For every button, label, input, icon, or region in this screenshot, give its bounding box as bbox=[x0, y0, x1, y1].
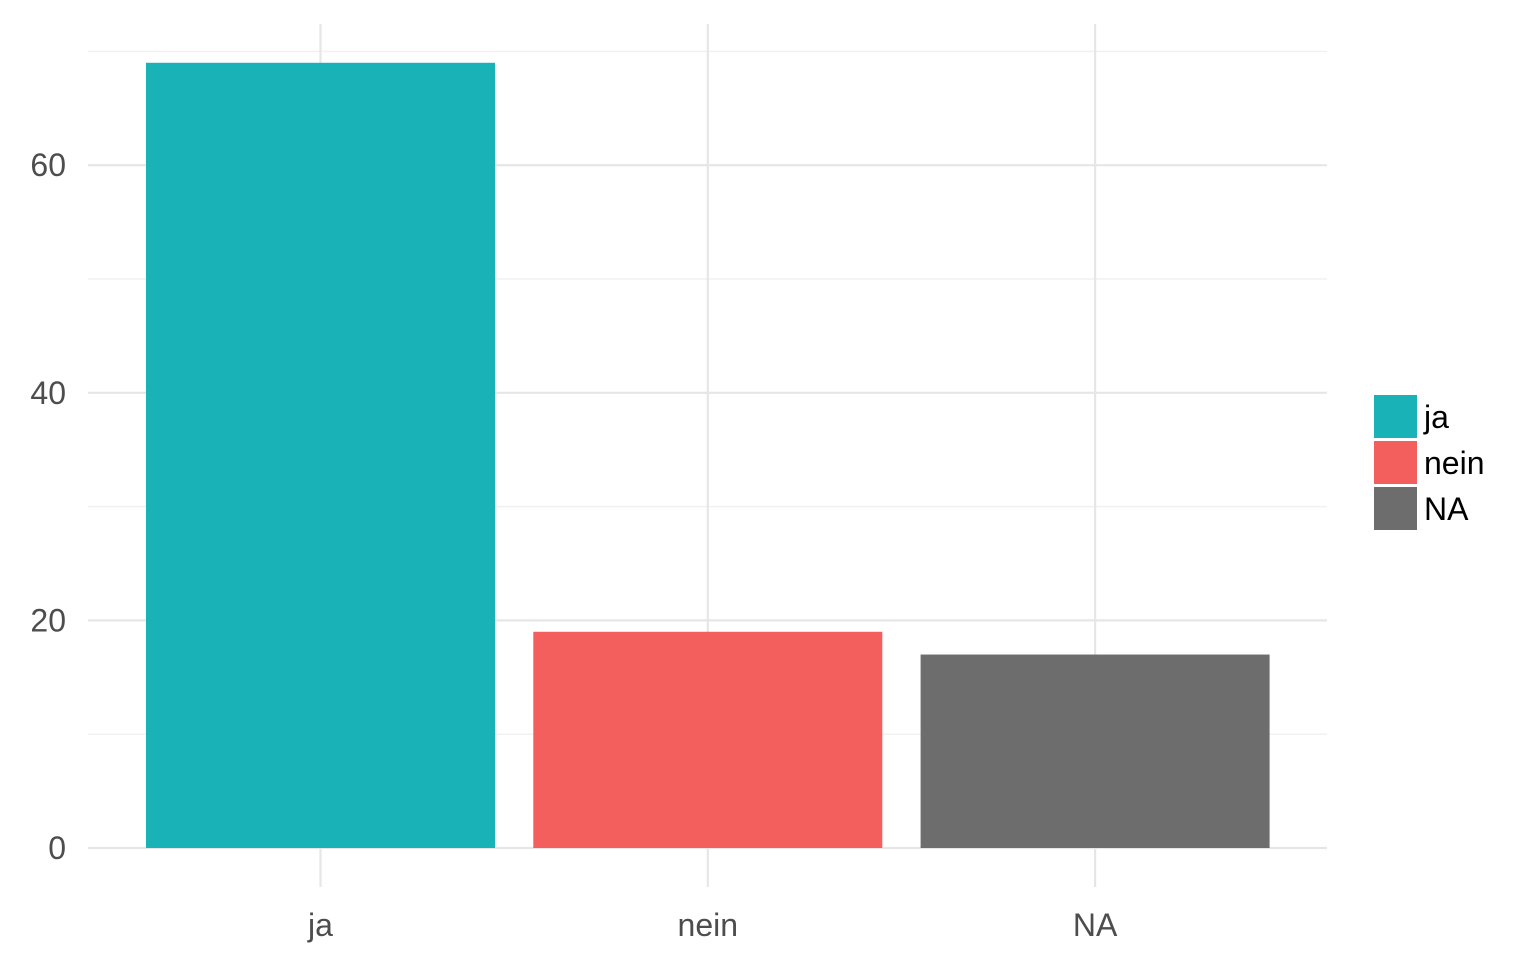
legend-label: nein bbox=[1424, 445, 1485, 481]
y-tick-label: 60 bbox=[30, 147, 66, 183]
legend-key bbox=[1374, 395, 1417, 438]
legend-label: ja bbox=[1423, 399, 1449, 435]
y-tick-label: 20 bbox=[30, 602, 66, 638]
bar-ja bbox=[146, 62, 495, 848]
bar-na bbox=[920, 654, 1270, 848]
x-axis: ja nein NA bbox=[307, 907, 1118, 943]
legend-label: NA bbox=[1424, 491, 1469, 527]
legend: ja nein NA bbox=[1374, 395, 1485, 530]
bars bbox=[146, 62, 1270, 848]
y-axis: 0 20 40 60 bbox=[30, 147, 66, 866]
y-tick-label: 40 bbox=[30, 375, 66, 411]
x-tick-label: ja bbox=[307, 907, 333, 943]
legend-key bbox=[1374, 487, 1417, 530]
bar-nein bbox=[533, 631, 883, 848]
x-tick-label: NA bbox=[1073, 907, 1118, 943]
legend-key bbox=[1374, 441, 1417, 484]
x-tick-label: nein bbox=[678, 907, 739, 943]
y-tick-label: 0 bbox=[48, 830, 66, 866]
